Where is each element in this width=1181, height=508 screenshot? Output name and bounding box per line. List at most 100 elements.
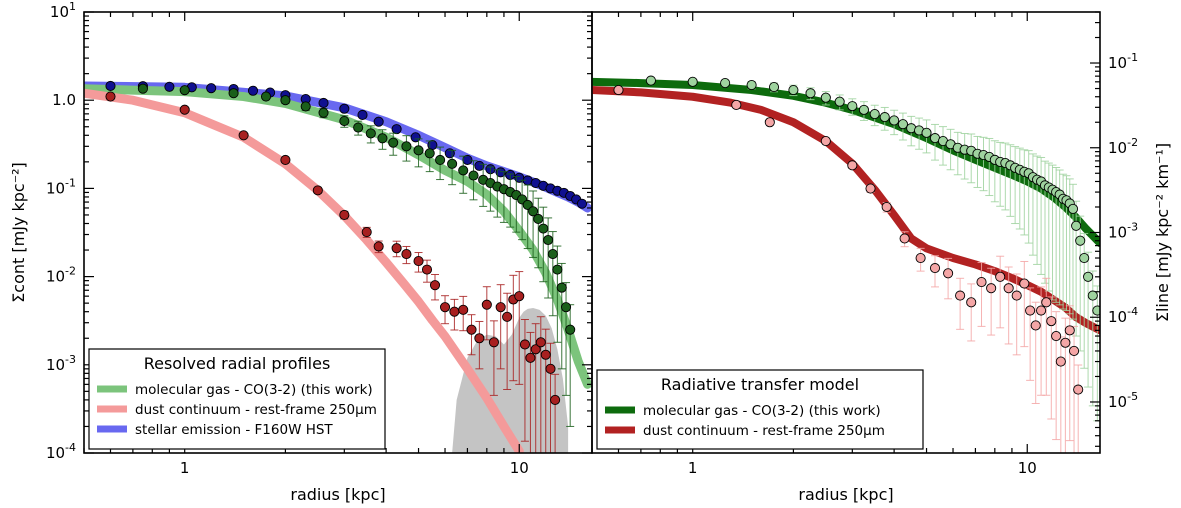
- data-point: [720, 78, 731, 89]
- error-bar: [489, 320, 498, 396]
- data-point: [361, 226, 372, 238]
- data-point: [495, 302, 506, 313]
- legend-entry-label: stellar emission - F160W HST: [135, 422, 333, 438]
- x-tick-label: 1: [180, 459, 190, 477]
- y-tick-base: 10: [1108, 224, 1127, 242]
- data-point: [966, 297, 977, 308]
- data-series-3: [105, 80, 588, 209]
- data-point: [1087, 290, 1098, 301]
- data-point: [435, 154, 446, 166]
- data-point: [576, 198, 588, 209]
- data-point: [995, 271, 1006, 282]
- error-bar: [503, 292, 512, 390]
- error-bar: [493, 169, 502, 218]
- data-point: [943, 268, 954, 279]
- data-point: [545, 363, 556, 374]
- data-point: [458, 304, 469, 315]
- error-bar: [996, 141, 1005, 207]
- data-point: [528, 206, 539, 217]
- data-series-3: [613, 84, 1084, 453]
- data-point: [522, 199, 533, 210]
- data-point: [1041, 297, 1052, 308]
- data-point: [373, 116, 384, 127]
- y-tick-exponent: -2: [65, 265, 76, 278]
- error-bar: [985, 137, 994, 197]
- y-tick-label: 10-4: [46, 441, 76, 462]
- data-point: [865, 183, 876, 194]
- data-point: [897, 119, 908, 130]
- error-bar: [499, 171, 508, 223]
- data-point: [318, 107, 329, 118]
- data-point: [339, 116, 350, 127]
- legend-entry-label: molecular gas - CO(3-2) (this work): [643, 403, 881, 419]
- data-point: [820, 92, 831, 103]
- y-tick-exponent: -3: [65, 353, 76, 366]
- error-bar: [529, 190, 538, 258]
- error-bar: [518, 179, 527, 241]
- data-point: [788, 84, 799, 96]
- data-point: [552, 264, 563, 275]
- error-bar: [509, 274, 518, 382]
- data-point: [377, 133, 388, 144]
- data-point: [1011, 290, 1022, 301]
- y-ticks: [84, 11, 592, 454]
- data-series-2: [645, 75, 1100, 422]
- data-point: [613, 84, 624, 96]
- x-tick-label: 10: [1018, 459, 1037, 477]
- error-bar: [996, 255, 1005, 329]
- error-bar: [973, 135, 982, 188]
- data-point: [339, 103, 350, 114]
- data-point: [429, 280, 441, 291]
- data-point: [858, 104, 870, 115]
- data-point: [1068, 345, 1080, 357]
- y-tick-base: 10: [46, 179, 65, 197]
- error-bar: [486, 166, 495, 212]
- y-tick-exponent: -4: [65, 441, 76, 454]
- data-point: [474, 333, 485, 344]
- error-bar: [1024, 150, 1033, 244]
- y-tick-exponent: 1: [69, 0, 76, 13]
- error-bar: [1015, 147, 1024, 230]
- data-point: [339, 209, 350, 221]
- error-bar: [551, 373, 560, 453]
- data-point: [834, 96, 845, 107]
- data-point: [847, 160, 858, 171]
- plot-area: [592, 75, 1100, 453]
- data-point: [1067, 203, 1079, 214]
- y-tick-base: 10: [46, 356, 65, 374]
- data-point: [535, 337, 546, 348]
- data-point: [899, 233, 910, 244]
- error-bar: [1020, 149, 1029, 236]
- data-point: [538, 223, 549, 234]
- data-point: [519, 339, 530, 350]
- data-point: [260, 91, 272, 102]
- y-tick-label: 10-2: [1108, 136, 1138, 157]
- data-point: [468, 170, 479, 181]
- y-tick-label: 10-3: [46, 353, 76, 374]
- y-tick-label: 10-3: [1108, 221, 1138, 242]
- data-point: [1051, 330, 1062, 342]
- data-point: [543, 234, 554, 246]
- y-axis-label: Σline [mJy kpc⁻² km⁻¹]: [1153, 143, 1172, 322]
- y-axis-label: Σcont [mJy kpc⁻²]: [9, 162, 28, 303]
- data-point: [179, 104, 190, 115]
- data-point: [410, 132, 421, 143]
- data-point: [955, 290, 966, 301]
- error-bar: [1004, 266, 1013, 345]
- data-point: [466, 324, 477, 335]
- data-point: [391, 124, 402, 135]
- data-point: [280, 95, 291, 106]
- data-point: [869, 108, 880, 120]
- data-point: [514, 291, 525, 302]
- error-bar: [1012, 273, 1021, 356]
- legend-title: Resolved radial profiles: [144, 354, 331, 373]
- error-bar: [987, 267, 996, 336]
- data-point: [1003, 283, 1014, 294]
- data-point: [228, 88, 239, 99]
- model-curve-1: [84, 84, 592, 389]
- error-bar: [1011, 146, 1020, 225]
- data-point: [238, 130, 249, 141]
- model-curve-1: [592, 86, 1100, 335]
